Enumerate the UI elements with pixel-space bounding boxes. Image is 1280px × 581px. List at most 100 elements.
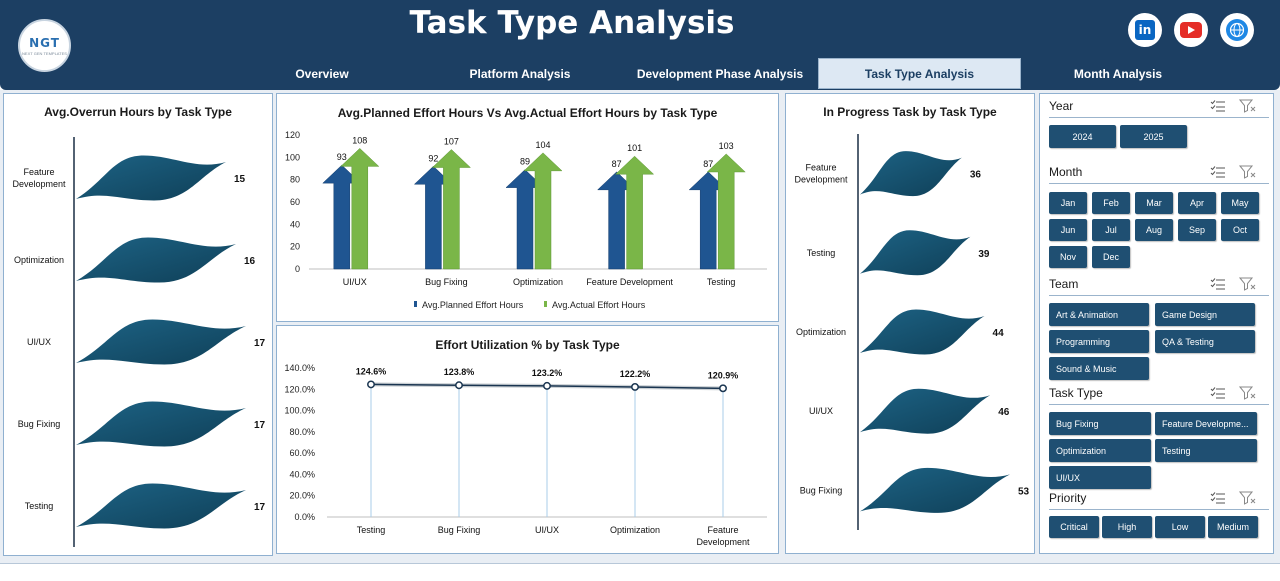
y-tick-label: 80 [290, 175, 300, 185]
youtube-button[interactable] [1174, 13, 1208, 47]
utilization-chart: 140.0% 120.0% 100.0% 80.0% 60.0% 40.0% 20.0% 0.… [284, 363, 767, 547]
tab-task-type-analysis[interactable]: Task Type Analysis [818, 58, 1021, 89]
inprogress-panel: In Progress Task by Task Type 36 Feature D… [785, 93, 1035, 554]
data-point-optimization [631, 382, 639, 391]
slicer-item-month-mar[interactable]: Mar [1135, 192, 1173, 214]
category-label: Optimization [14, 255, 64, 265]
multi-select-icon[interactable] [1210, 386, 1226, 400]
slicer-item-priority-critical[interactable]: Critical [1049, 516, 1099, 538]
slicer-item-priority-low[interactable]: Low [1155, 516, 1205, 538]
slicer-item-priority-high[interactable]: High [1102, 516, 1152, 538]
inprogress-chart: 36 Feature Development 39 Testing 44 Optimizat… [794, 134, 1030, 530]
value-label: 46 [998, 407, 1010, 418]
slicer-item-month-nov[interactable]: Nov [1049, 246, 1087, 268]
slicer-item-month-may[interactable]: May [1221, 192, 1259, 214]
slicer-item-month-apr[interactable]: Apr [1178, 192, 1216, 214]
y-tick-label: 40 [290, 219, 300, 229]
value-label: 124.6% [356, 366, 387, 376]
slicer-item-month-oct[interactable]: Oct [1221, 219, 1259, 241]
category-label: Bug Fixing [800, 485, 843, 495]
y-tick-label: 100.0% [284, 406, 315, 416]
tab-platform-analysis[interactable]: Platform Analysis [469, 67, 571, 81]
bar-actual-testing [706, 153, 746, 270]
bar-optimization [860, 309, 985, 355]
slicer-item-year-2025[interactable]: 2025 [1120, 125, 1187, 148]
slicer-title: Team [1049, 277, 1079, 291]
bar-planned-ui-ux [322, 164, 362, 270]
bar-bug-fixing [860, 467, 1010, 513]
data-point-feature-development [719, 384, 727, 393]
tab-month-analysis[interactable]: Month Analysis [1073, 67, 1163, 81]
slicer-item-team-sound-music[interactable]: Sound & Music [1049, 357, 1149, 380]
slicer-item-task-type-bug-fixing[interactable]: Bug Fixing [1049, 412, 1151, 435]
x-tick-label: Optimization [610, 525, 660, 535]
x-tick-label: Optimization [513, 277, 563, 287]
value-label: 104 [535, 140, 550, 150]
value-label: 17 [254, 420, 266, 431]
x-tick-label: Bug Fixing [425, 277, 468, 287]
category-label: Testing [807, 248, 836, 258]
slicer-item-month-dec[interactable]: Dec [1092, 246, 1130, 268]
bar-ui-ux [76, 319, 246, 365]
clear-filter-icon[interactable] [1238, 491, 1256, 505]
clear-filter-icon[interactable] [1238, 386, 1256, 400]
slicer-item-month-jun[interactable]: Jun [1049, 219, 1087, 241]
utilization-panel: Effort Utilization % by Task Type 140.0%… [276, 325, 779, 554]
value-label: 101 [627, 143, 642, 153]
value-label: 39 [978, 249, 990, 260]
multi-select-icon[interactable] [1210, 277, 1226, 291]
utilization-chart-title: Effort Utilization % by Task Type [435, 338, 620, 352]
logo-text: NGT [29, 35, 60, 50]
slicer-item-team-qa-testing[interactable]: QA & Testing [1155, 330, 1255, 353]
bar-planned-testing [688, 171, 728, 270]
category-label: Feature [805, 163, 836, 173]
bar-actual-ui-ux [340, 148, 380, 270]
slicer-header-task-type: Task Type [1049, 383, 1269, 405]
y-tick-label: 140.0% [284, 363, 315, 373]
overrun-chart-title: Avg.Overrun Hours by Task Type [44, 105, 232, 119]
slicer-item-task-type-ui-ux[interactable]: UI/UX [1049, 466, 1151, 489]
clear-filter-icon[interactable] [1238, 165, 1256, 179]
clear-filter-icon[interactable] [1238, 277, 1256, 291]
data-point-bug-fixing [455, 381, 463, 390]
slicer-title: Year [1049, 99, 1074, 113]
slicer-item-month-aug[interactable]: Aug [1135, 219, 1173, 241]
category-label: Feature [23, 167, 54, 177]
bar-optimization [76, 237, 236, 283]
tab-overview[interactable]: Overview [295, 67, 349, 81]
slicer-item-team-programming[interactable]: Programming [1049, 330, 1149, 353]
multi-select-icon[interactable] [1210, 99, 1226, 113]
website-button[interactable] [1220, 13, 1254, 47]
value-label: 89 [520, 157, 530, 167]
x-tick-label: Testing [357, 525, 386, 535]
tab-development-phase-analysis[interactable]: Development Phase Analysis [636, 67, 804, 81]
y-tick-label: 0 [295, 264, 300, 274]
bar-feature-development [76, 155, 226, 201]
slicer-title: Month [1049, 165, 1083, 179]
category-label: Testing [25, 501, 54, 511]
y-tick-label: 20 [290, 242, 300, 252]
slicer-item-team-game-design[interactable]: Game Design [1155, 303, 1255, 326]
slicer-item-month-sep[interactable]: Sep [1178, 219, 1216, 241]
value-label: 16 [244, 256, 256, 267]
slicer-item-month-jan[interactable]: Jan [1049, 192, 1087, 214]
multi-select-icon[interactable] [1210, 491, 1226, 505]
x-tick-label: Feature [707, 525, 738, 535]
slicer-item-task-type-feature-developme[interactable]: Feature Developme... [1155, 412, 1257, 435]
slicer-item-month-jul[interactable]: Jul [1092, 219, 1130, 241]
slicer-item-task-type-testing[interactable]: Testing [1155, 439, 1257, 462]
slicer-item-priority-medium[interactable]: Medium [1208, 516, 1258, 538]
slicer-item-team-art-animation[interactable]: Art & Animation [1049, 303, 1149, 326]
slicer-item-month-feb[interactable]: Feb [1092, 192, 1130, 214]
bar-actual-feature-development [614, 155, 655, 270]
category-label: Development [12, 179, 66, 189]
slicer-item-year-2024[interactable]: 2024 [1049, 125, 1116, 148]
value-label: 120.9% [708, 370, 739, 380]
linkedin-button[interactable]: in [1128, 13, 1162, 47]
multi-select-icon[interactable] [1210, 165, 1226, 179]
clear-filter-icon[interactable] [1238, 99, 1256, 113]
slicer-item-task-type-optimization[interactable]: Optimization [1049, 439, 1151, 462]
data-point-testing [367, 380, 375, 389]
value-label: 53 [1018, 486, 1030, 497]
